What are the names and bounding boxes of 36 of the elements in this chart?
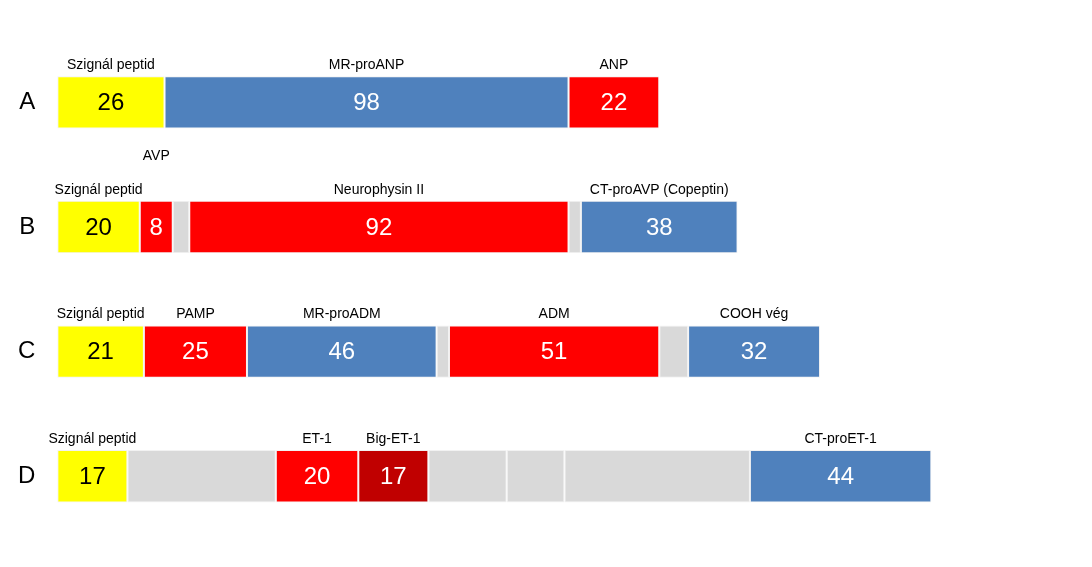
annotation: Szignál peptid [48, 429, 137, 446]
annotation: AVP [142, 146, 170, 163]
annotation: MR-proANP [328, 56, 405, 73]
annotation: Szignál peptid [56, 305, 145, 322]
annotation: MR-proADM [302, 305, 381, 322]
data-label: 21 [87, 337, 114, 365]
data-label: 17 [79, 461, 106, 489]
data-label: 46 [328, 337, 356, 365]
data-label: 25 [182, 337, 209, 365]
data-label: 32 [740, 337, 768, 365]
y-tick-label: C [17, 336, 36, 364]
data-label: 26 [97, 87, 125, 115]
annotation: ADM [538, 305, 570, 322]
annotation: CT-proET-1 [804, 429, 878, 446]
y-tick-label: B [19, 211, 36, 239]
data-label: 51 [540, 337, 568, 365]
y-tick-label: A [19, 86, 36, 114]
annotation: Neurophysin II [333, 180, 425, 197]
data-label: 20 [85, 212, 112, 240]
data-label: 20 [303, 461, 331, 489]
annotation: PAMP [176, 305, 215, 322]
data-label: 38 [645, 212, 673, 240]
data-label: 44 [827, 461, 854, 489]
annotation: Szignál peptid [66, 56, 155, 73]
annotation: ANP [599, 56, 629, 73]
data-label: 17 [379, 461, 407, 489]
annotation: CT-proAVP (Copeptin) [589, 180, 729, 197]
data-label: 22 [600, 87, 628, 115]
annotation: Szignál peptid [54, 180, 143, 197]
data-label: 8 [149, 212, 163, 240]
data-label: 98 [353, 87, 380, 115]
annotation: Big-ET-1 [366, 429, 421, 446]
annotation: ET-1 [302, 429, 333, 446]
data-label: 92 [365, 212, 393, 240]
annotation: COOH vég [719, 305, 789, 322]
y-tick-label: D [17, 460, 36, 488]
